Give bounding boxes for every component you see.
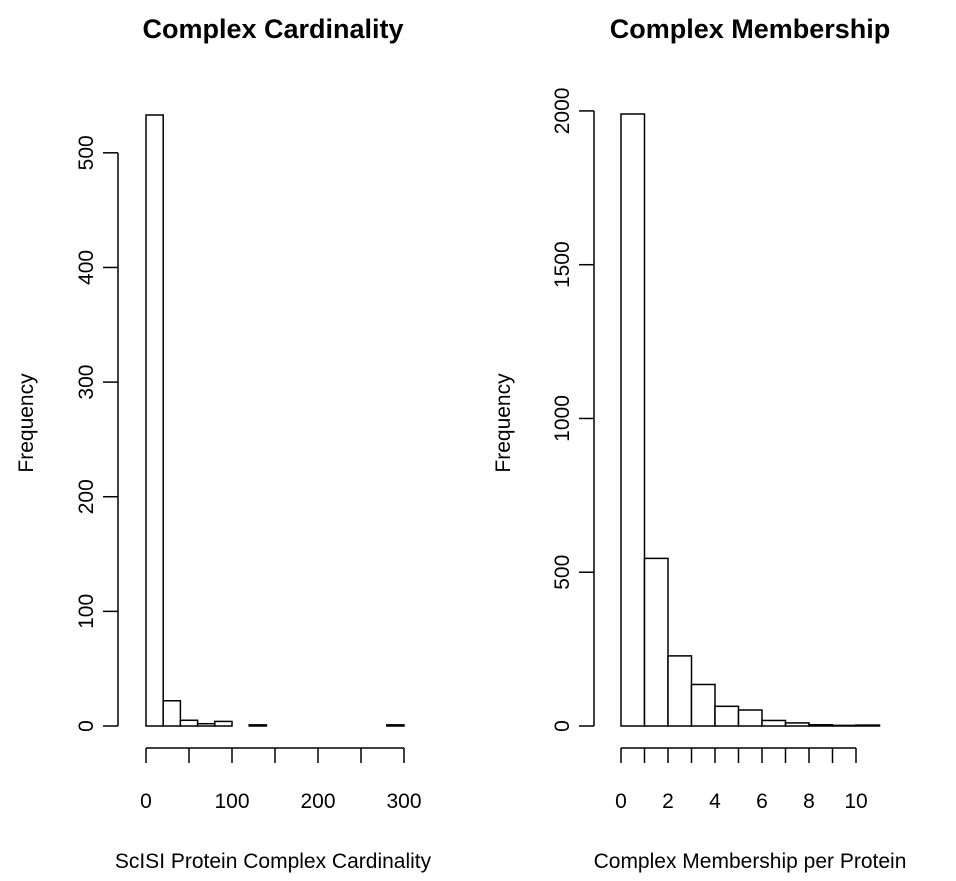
histogram-bar — [643, 557, 669, 727]
x-axis-label: Complex Membership per Protein — [594, 850, 907, 873]
y-tick-label: 0 — [75, 720, 98, 732]
chart-title: Complex Membership — [610, 14, 891, 44]
y-tick-label: 0 — [551, 720, 574, 732]
y-axis-label: Frequency — [492, 373, 515, 473]
x-axis: 0 100 200 300 — [140, 747, 422, 813]
x-axis-label: ScISI Protein Complex Cardinality — [115, 850, 432, 873]
histogram-bar — [386, 724, 405, 727]
y-tick-label: 200 — [75, 479, 98, 514]
bars — [620, 113, 881, 727]
histogram-bar — [667, 655, 693, 727]
bars — [145, 114, 405, 727]
histogram-bar — [214, 720, 233, 727]
y-axis-label: Frequency — [15, 373, 38, 473]
x-tick-label: 6 — [756, 790, 768, 813]
y-tick-label: 1000 — [551, 395, 574, 442]
histogram-bar — [248, 724, 268, 727]
x-tick-label: 8 — [803, 790, 815, 813]
x-axis: 0 2 4 6 8 10 — [615, 747, 868, 813]
y-tick-label: 2000 — [551, 88, 574, 135]
y-axis: 0 500 1000 1500 2000 — [551, 88, 595, 732]
x-tick-label: 0 — [140, 790, 152, 813]
histogram-bar — [855, 724, 881, 727]
histogram-bar — [784, 722, 810, 727]
x-tick-label: 0 — [615, 790, 627, 813]
x-tick-label: 300 — [386, 790, 421, 813]
cardinality-histogram-panel: Complex Cardinality Frequency ScISI Prot… — [15, 14, 432, 873]
y-tick-label: 1500 — [551, 241, 574, 288]
chart-title: Complex Cardinality — [142, 14, 403, 44]
x-tick-label: 200 — [300, 790, 335, 813]
y-tick-label: 400 — [75, 250, 98, 285]
histogram-bar — [737, 709, 763, 727]
y-tick-label: 100 — [75, 594, 98, 629]
x-tick-label: 4 — [709, 790, 721, 813]
histogram-bar — [179, 719, 199, 727]
histogram-bar — [196, 722, 216, 727]
histogram-bar — [162, 700, 182, 727]
histogram-bar — [690, 683, 716, 727]
membership-histogram-panel: Complex Membership Frequency Complex Mem… — [492, 14, 906, 873]
y-tick-label: 500 — [551, 555, 574, 590]
histogram-bar — [145, 114, 164, 727]
histogram-bar — [714, 705, 740, 727]
y-tick-label: 300 — [75, 365, 98, 400]
histogram-bar — [808, 724, 834, 727]
x-tick-label: 2 — [662, 790, 674, 813]
y-tick-label: 500 — [75, 135, 98, 170]
histogram-bar — [761, 719, 787, 727]
x-tick-label: 100 — [214, 790, 249, 813]
x-tick-label: 10 — [844, 790, 867, 813]
histogram-bar — [831, 724, 857, 727]
y-axis: 0 100 200 300 400 500 — [75, 135, 119, 732]
histogram-bar — [620, 113, 646, 727]
